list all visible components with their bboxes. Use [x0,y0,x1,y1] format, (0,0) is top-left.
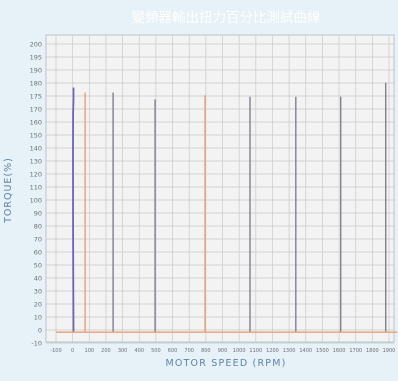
y-tick-label: 140 [30,145,42,153]
x-tick-label: 1000 [233,348,246,354]
y-tick-label: 40 [34,275,42,283]
y-tick-label: -10 [31,340,42,348]
x-tick-label: 1100 [249,348,262,354]
x-tick-label: 400 [134,348,144,354]
y-tick-label: 10 [34,314,42,322]
y-tick-label: 110 [30,184,42,192]
y-tick-label: 100 [30,197,42,205]
y-tick-label: 195 [30,54,42,62]
grid-lines [46,35,394,344]
y-tick-label: 150 [30,132,42,140]
plot-area [45,34,395,343]
x-tick-label: 1500 [316,348,329,354]
x-tick-label: 1800 [366,348,379,354]
x-tick-label: 100 [85,348,95,354]
y-tick-label: 120 [30,171,42,179]
x-tick-label: 700 [184,348,194,354]
y-tick-label: 90 [34,210,42,218]
y-tick-label: 80 [34,223,42,231]
y-tick-label: 175 [30,93,42,101]
y-tick-label: 180 [30,80,42,88]
y-tick-label: 170 [30,106,42,114]
x-tick-label: 1600 [333,348,346,354]
y-tick-label: 20 [34,301,42,309]
x-tick-labels: -100 0 100 200 300 400 500 600 700 800 900 1000 1100… [50,348,395,354]
y-tick-label: 0 [38,327,42,335]
x-tick-label: 300 [118,348,128,354]
x-tick-label: 800 [201,348,211,354]
series-group [56,82,398,333]
x-tick-label: 1200 [266,348,279,354]
x-tick-label: 1700 [349,348,362,354]
series-line-1 [72,87,75,333]
x-tick-label: 200 [101,348,111,354]
y-tick-label: 70 [34,236,42,244]
y-tick-label: 50 [34,262,42,270]
y-axis-label: TORQUE(%) [3,157,14,224]
x-tick-label: 900 [218,348,228,354]
x-tick-label: -100 [50,348,61,354]
y-tick-label: 160 [30,119,42,127]
x-tick-label: 1400 [299,348,312,354]
y-tick-label: 130 [30,158,42,166]
x-tick-label: 600 [168,348,178,354]
x-axis-label: MOTOR SPEED (RPM) [165,358,286,369]
y-tick-label: 200 [30,41,42,49]
y-tick-label: 190 [30,67,42,75]
x-tick-label: 0 [71,348,74,354]
x-tick-label: 500 [151,348,161,354]
x-tick-label: 1300 [283,348,296,354]
chart-title: 變頻器輸出扭力百分比測試曲線 [132,10,321,26]
y-tick-label: 30 [34,288,42,296]
y-tick-label: 60 [34,249,42,257]
x-tick-label: 1900 [383,348,396,354]
y-tick-labels: 2001951901801751701601501401301201101009… [30,41,42,348]
